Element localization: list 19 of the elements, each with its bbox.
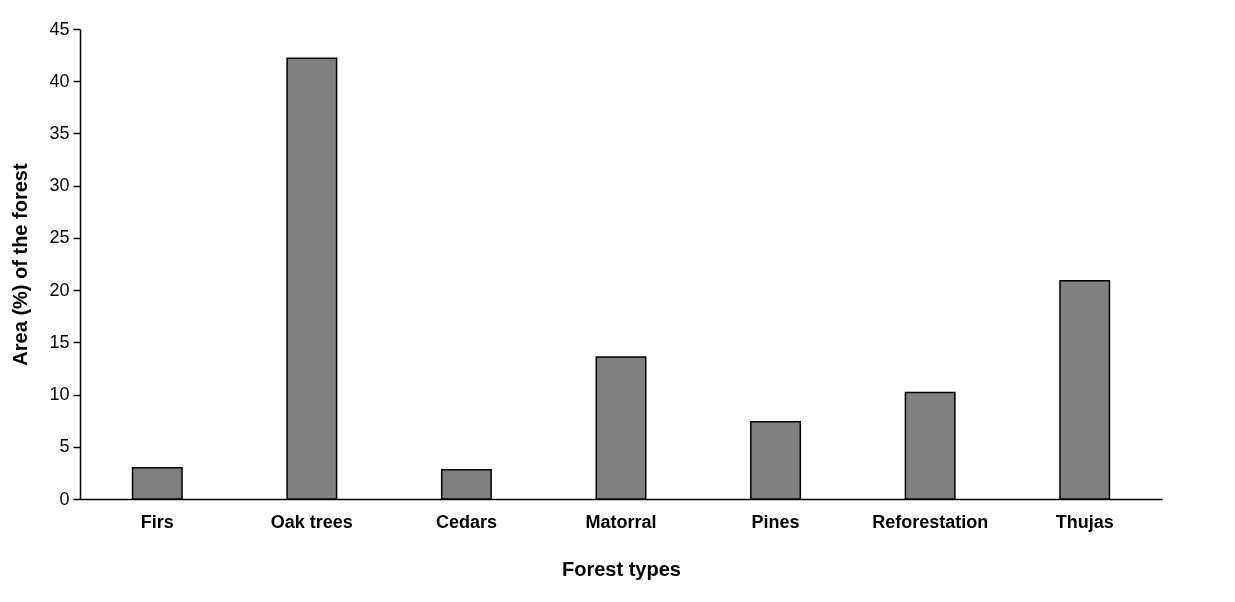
y-tick-label: 40 — [49, 70, 70, 91]
y-tick-label: 10 — [49, 384, 70, 405]
x-tick-label: Firs — [140, 511, 174, 532]
x-tick-label: Reforestation — [872, 511, 989, 532]
y-tick-label: 45 — [49, 18, 70, 39]
x-tick-label: Pines — [751, 511, 800, 532]
y-tick-label: 5 — [59, 436, 70, 457]
y-tick-label: 15 — [49, 331, 70, 352]
y-tick-label: 30 — [49, 175, 70, 196]
y-tick-label: 25 — [49, 227, 70, 248]
x-tick-label: Cedars — [435, 511, 497, 532]
y-tick-label: 20 — [49, 279, 70, 300]
x-tick-label: Thujas — [1055, 511, 1114, 532]
y-tick-label: 0 — [59, 488, 70, 509]
y-axis-title: Area (%) of the forest — [9, 163, 32, 366]
x-axis-title: Forest types — [562, 557, 681, 580]
x-tick-label: Matorral — [585, 511, 657, 532]
x-tick-label: Oak trees — [270, 511, 353, 532]
y-tick-label: 35 — [49, 122, 70, 143]
